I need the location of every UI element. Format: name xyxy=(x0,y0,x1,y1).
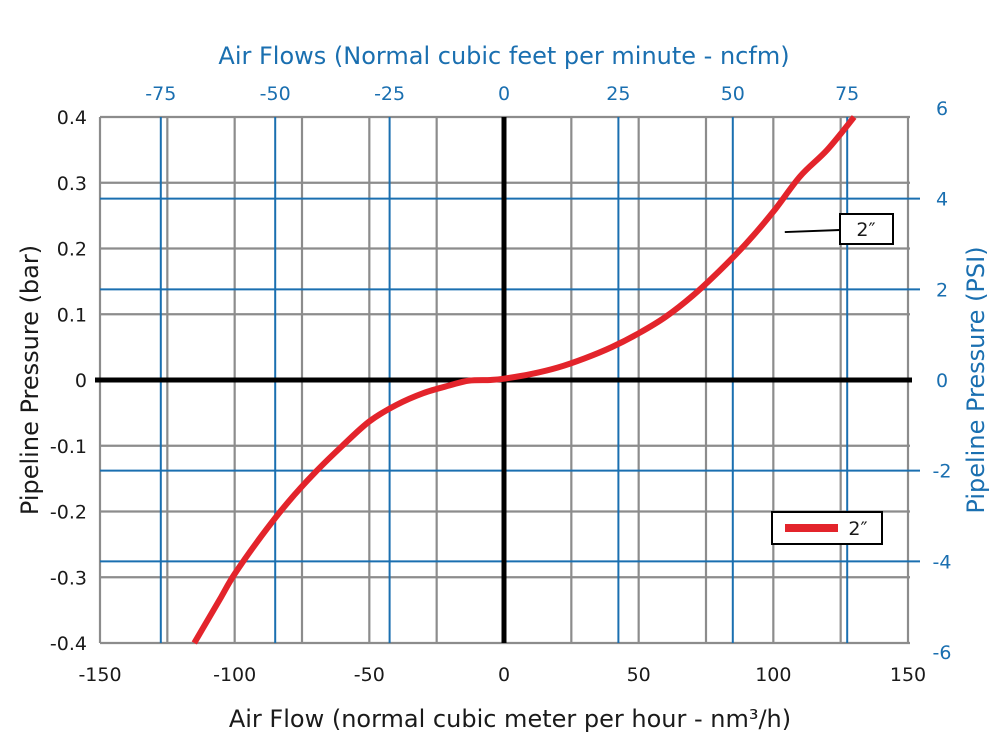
x-tick-label: 50 xyxy=(627,664,651,686)
y-tick-label: -0.2 xyxy=(50,502,87,524)
series-line-2in xyxy=(191,115,857,645)
y-tick-label: 0.3 xyxy=(57,173,87,195)
x-tick-label: 100 xyxy=(755,664,791,686)
y-tick-label: -0.3 xyxy=(50,567,87,589)
y2-axis-label: Pipeline Pressure (PSI) xyxy=(962,246,990,513)
x2-tick-label: -50 xyxy=(260,83,291,105)
x2-tick-label: 50 xyxy=(721,83,745,105)
annotation-leader xyxy=(784,229,841,234)
y-tick-label: -0.1 xyxy=(50,436,87,458)
y-tick-label: 0 xyxy=(75,370,87,392)
x2-tick-label: -25 xyxy=(374,83,405,105)
y2-tick-label: 6 xyxy=(936,98,948,120)
x2-tick-label: 25 xyxy=(606,83,630,105)
y-tick-label: -0.4 xyxy=(50,633,87,655)
legend-label: 2″ xyxy=(848,518,867,540)
y-tick-label: 0.2 xyxy=(57,239,87,261)
annotation-layer: 2″ 2″ xyxy=(771,213,894,545)
y2-tick-label: 2 xyxy=(936,279,948,301)
y-tick-label: 0.4 xyxy=(57,107,87,129)
x2-tick-label: 0 xyxy=(498,83,510,105)
y2-tick-label: -4 xyxy=(933,551,952,573)
top-axis-title: Air Flows (Normal cubic feet per minute … xyxy=(218,42,789,70)
y2-tick-label: -6 xyxy=(933,642,952,664)
annotation-box xyxy=(839,213,894,245)
y2-tick-label: 0 xyxy=(936,370,948,392)
x-tick-label: -100 xyxy=(213,664,256,686)
annotation-label: 2″ xyxy=(856,219,875,241)
x2-tick-label: -75 xyxy=(145,83,176,105)
x-tick-label: 150 xyxy=(890,664,926,686)
y-axis-label: Pipeline Pressure (bar) xyxy=(16,245,44,515)
tick-labels: -150 -100 -50 0 50 100 150 -0.4 -0.3 -0.2 -0.1 0 0.1… xyxy=(50,83,952,686)
x-tick-label: 0 xyxy=(498,664,510,686)
y2-tick-label: 4 xyxy=(936,189,948,211)
series-layer xyxy=(191,115,857,645)
x-tick-label: -50 xyxy=(354,664,385,686)
x-tick-label: -150 xyxy=(78,664,121,686)
x2-tick-label: 75 xyxy=(835,83,859,105)
x-axis-label: Air Flow (normal cubic meter per hour - … xyxy=(229,705,791,733)
y-tick-label: 0.1 xyxy=(57,304,87,326)
y2-tick-label: -2 xyxy=(933,461,952,483)
